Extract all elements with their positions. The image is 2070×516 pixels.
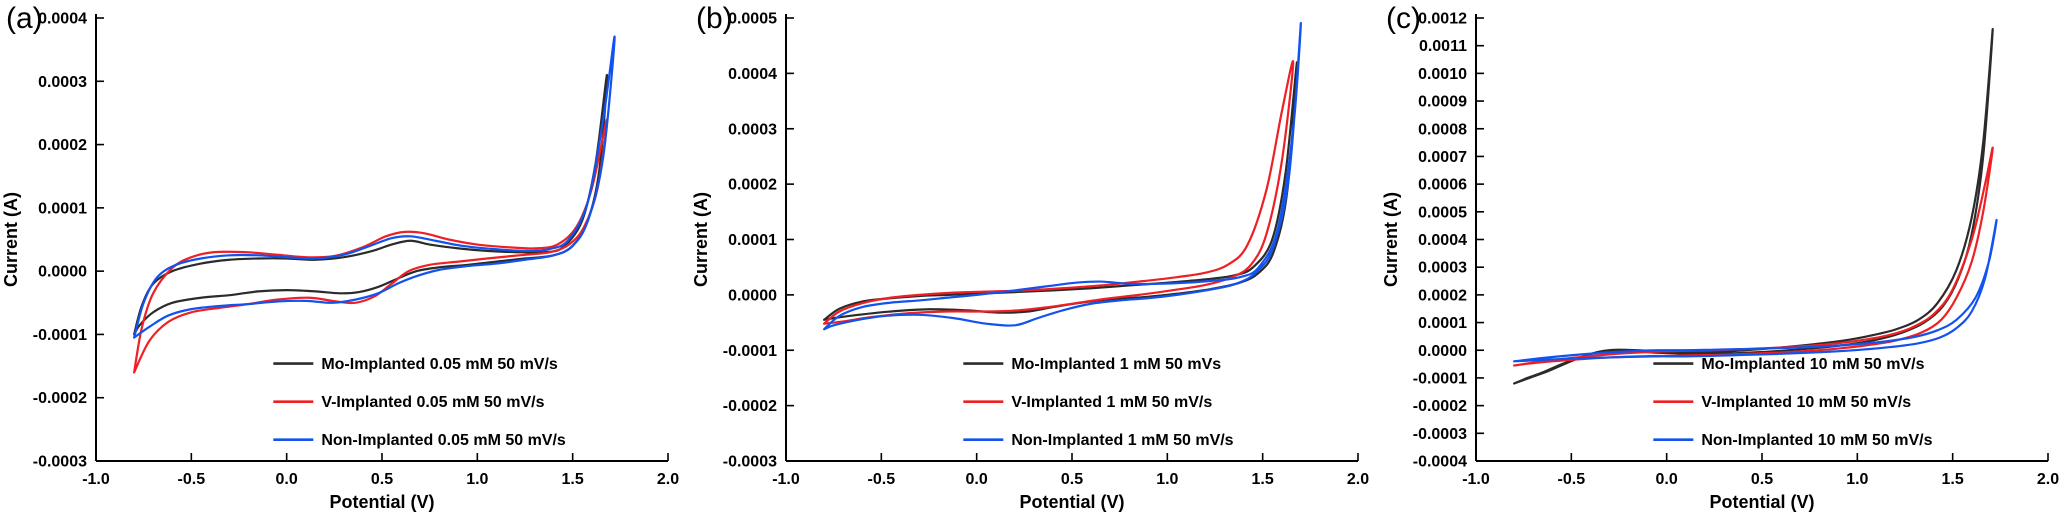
legend-label: Mo-Implanted 1 mM 50 mVs — [1011, 356, 1221, 373]
cv-curve — [823, 60, 1295, 325]
y-tick-label: 0.0000 — [38, 264, 87, 281]
x-tick-label: -0.5 — [178, 471, 206, 488]
y-tick-label: 0.0005 — [1418, 204, 1467, 221]
y-tick-label: 0.0012 — [1418, 11, 1467, 28]
y-tick-label: 0.0002 — [728, 177, 777, 194]
x-tick-label: 1.0 — [1156, 471, 1178, 488]
cv-curve — [823, 61, 1299, 321]
cv-curve — [1513, 27, 1994, 385]
x-axis-title: Potential (V) — [1019, 492, 1124, 512]
x-tick-label: 1.0 — [1846, 471, 1868, 488]
x-tick-label: -0.5 — [1558, 471, 1586, 488]
x-tick-label: 0.0 — [276, 471, 298, 488]
legend-label: Mo-Implanted 10 mM 50 mV/s — [1701, 356, 1924, 373]
y-tick-label: 0.0010 — [1418, 66, 1467, 83]
y-tick-label: 0.0004 — [728, 66, 777, 83]
cv-curve — [1513, 146, 1994, 367]
cv-plot-b: -1.0 -0.5 0.0 0.5 1.0 1.5 2.0 -0.0003 -0.0002 -0.… — [691, 11, 1369, 513]
x-axis-title: Potential (V) — [329, 492, 434, 512]
series-group — [1513, 27, 1998, 385]
x-tick-label: 1.5 — [562, 471, 584, 488]
y-tick-label: 0.0001 — [728, 232, 777, 249]
cv-curve — [133, 35, 616, 339]
x-tick-label: -0.5 — [868, 471, 896, 488]
y-tick-label: 0.0011 — [1419, 38, 1467, 55]
y-tick-label: -0.0001 — [1413, 370, 1467, 387]
x-tick-label: 1.5 — [1252, 471, 1274, 488]
series-group — [133, 35, 616, 374]
legend-label: V-Implanted 0.05 mM 50 mV/s — [321, 394, 544, 411]
x-tick-label: -1.0 — [82, 471, 110, 488]
y-tick-label: 0.0004 — [1418, 232, 1467, 249]
y-tick-label: 0.0008 — [1418, 121, 1467, 138]
panel-label-c: (c) — [1386, 2, 1421, 35]
y-tick-label: -0.0001 — [33, 327, 87, 344]
panel-a: (a) -1.0 -0.5 0.0 0.5 1.0 1.5 2.0 -0.0003 -0.000… — [0, 0, 690, 516]
y-axis-title: Current (A) — [1, 192, 21, 287]
x-tick-label: 0.5 — [1061, 471, 1083, 488]
y-tick-label: 0.0009 — [1418, 94, 1467, 111]
series-group — [823, 22, 1302, 331]
y-tick-label: -0.0002 — [723, 398, 777, 415]
y-tick-label: 0.0004 — [38, 11, 87, 28]
y-tick-label: -0.0003 — [33, 454, 87, 471]
x-tick-label: -1.0 — [772, 471, 800, 488]
legend-label: Non-Implanted 0.05 mM 50 mV/s — [321, 432, 566, 449]
legend-label: V-Implanted 1 mM 50 mV/s — [1011, 394, 1212, 411]
y-tick-label: 0.0003 — [38, 74, 87, 91]
legend-label: V-Implanted 10 mM 50 mV/s — [1701, 394, 1911, 411]
legend-label: Non-Implanted 10 mM 50 mV/s — [1701, 432, 1932, 449]
y-tick-label: -0.0001 — [723, 343, 777, 360]
y-tick-label: 0.0002 — [1418, 287, 1467, 304]
legend-label: Non-Implanted 1 mM 50 mV/s — [1011, 432, 1233, 449]
y-tick-label: 0.0000 — [728, 287, 777, 304]
x-tick-label: 2.0 — [1347, 471, 1369, 488]
panel-label-b: (b) — [696, 2, 733, 35]
y-tick-label: -0.0002 — [1413, 398, 1467, 415]
y-tick-label: -0.0004 — [1413, 454, 1467, 471]
y-tick-label: 0.0005 — [728, 11, 777, 28]
x-tick-label: 0.0 — [1656, 471, 1678, 488]
legend-label: Mo-Implanted 0.05 mM 50 mV/s — [321, 356, 558, 373]
y-axis-title: Current (A) — [691, 192, 711, 287]
x-tick-label: 2.0 — [657, 471, 679, 488]
x-tick-label: 2.0 — [2037, 471, 2059, 488]
y-tick-label: 0.0006 — [1418, 177, 1467, 194]
y-tick-label: -0.0003 — [1413, 426, 1467, 443]
panel-c: (c) -1.0 -0.5 0.0 0.5 1.0 1.5 2.0 -0.0004 -0.000… — [1380, 0, 2070, 516]
y-tick-label: 0.0000 — [1418, 343, 1467, 360]
x-tick-label: 0.0 — [966, 471, 988, 488]
x-tick-label: 1.0 — [466, 471, 488, 488]
y-tick-label: -0.0003 — [723, 454, 777, 471]
cv-curve — [1513, 219, 1998, 363]
y-tick-label: 0.0007 — [1418, 149, 1467, 166]
cv-curve — [823, 22, 1302, 331]
panel-label-a: (a) — [6, 2, 43, 35]
panel-b: (b) -1.0 -0.5 0.0 0.5 1.0 1.5 2.0 -0.0003 -0.000… — [690, 0, 1380, 516]
y-tick-label: 0.0003 — [728, 121, 777, 138]
y-tick-label: 0.0003 — [1418, 260, 1467, 277]
y-axis-title: Current (A) — [1381, 192, 1401, 287]
y-tick-label: 0.0001 — [1418, 315, 1467, 332]
cv-plot-a: -1.0 -0.5 0.0 0.5 1.0 1.5 2.0 -0.0003 -0.0002 -0.… — [1, 11, 679, 513]
cv-plot-c: -1.0 -0.5 0.0 0.5 1.0 1.5 2.0 -0.0004 -0.0003 -0.… — [1381, 11, 2059, 513]
x-tick-label: 1.5 — [1942, 471, 1964, 488]
x-tick-label: -1.0 — [1462, 471, 1490, 488]
y-tick-label: -0.0002 — [33, 390, 87, 407]
x-tick-label: 0.5 — [1751, 471, 1773, 488]
x-tick-label: 0.5 — [371, 471, 393, 488]
x-axis-title: Potential (V) — [1709, 492, 1814, 512]
y-tick-label: 0.0001 — [38, 200, 87, 217]
y-tick-label: 0.0002 — [38, 137, 87, 154]
